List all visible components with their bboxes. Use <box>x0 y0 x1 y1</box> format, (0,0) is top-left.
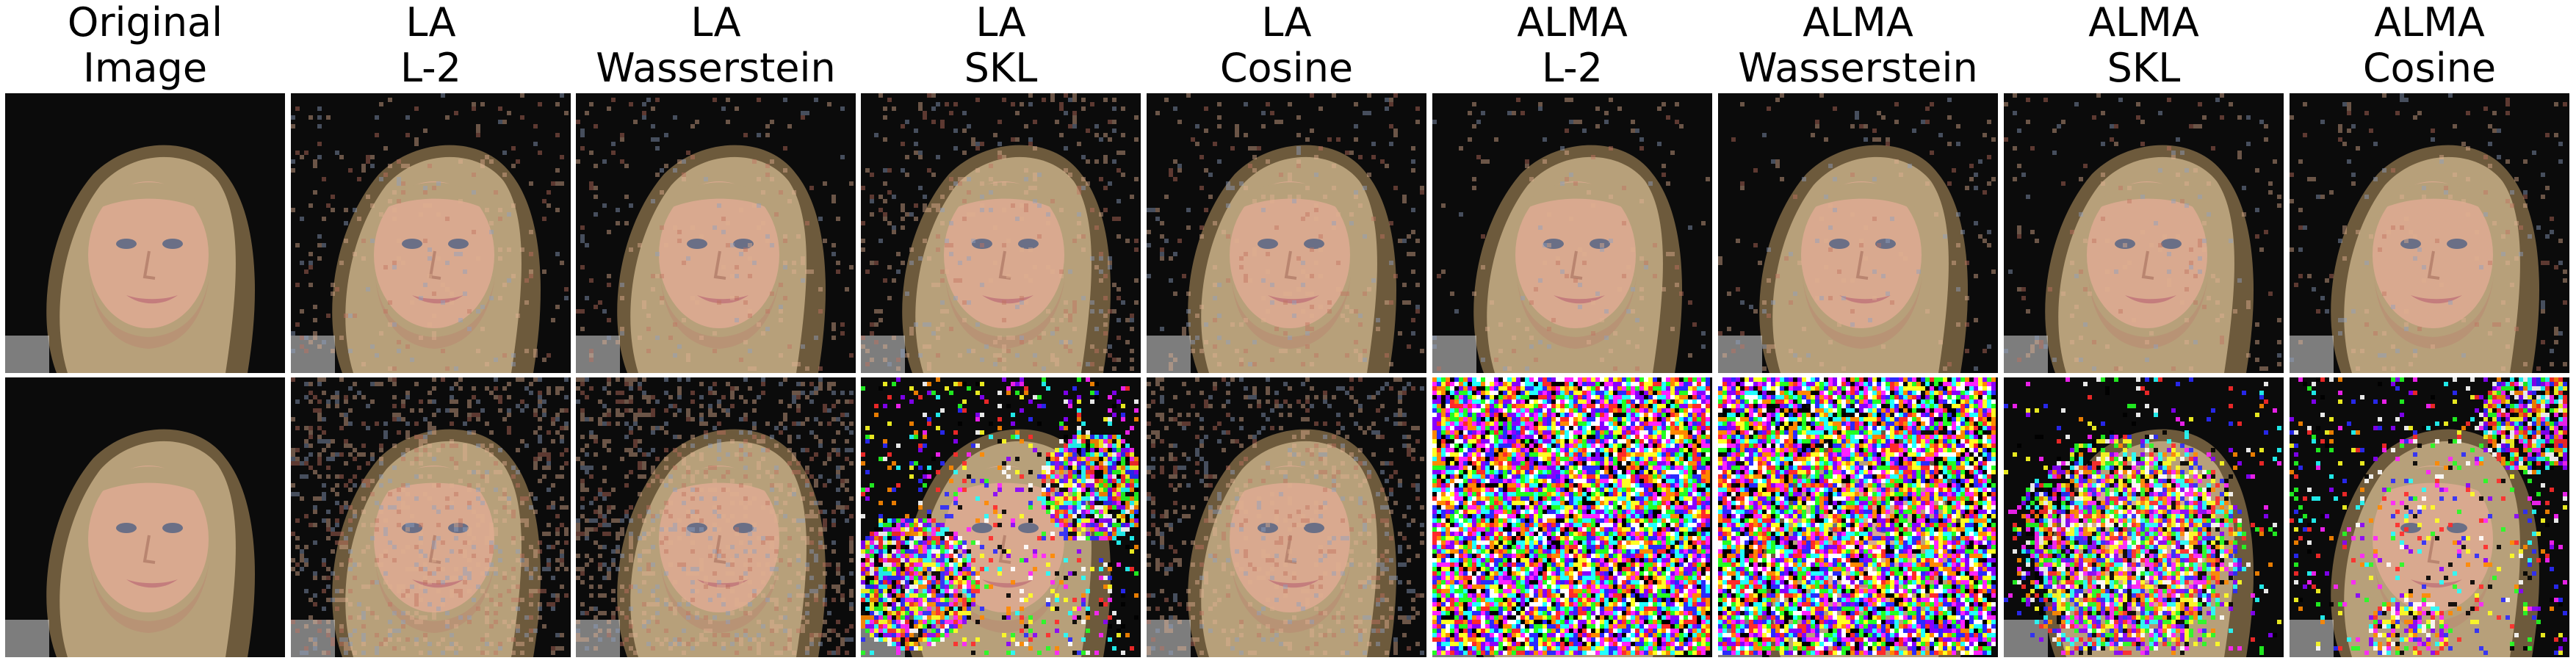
column-title-line1: ALMA <box>1803 0 1913 46</box>
column-title-line1: ALMA <box>2088 0 2199 46</box>
reconstruction-image-attacked <box>1147 377 1426 657</box>
column-title-line1: ALMA <box>2374 0 2485 46</box>
perturbation-noise <box>2004 93 2281 371</box>
column-title: ALMA L-2 <box>1403 0 1742 91</box>
face-portrait <box>1432 93 1712 373</box>
perturbation-noise <box>1718 93 1996 371</box>
reconstruction-image-clean <box>861 93 1141 373</box>
perturbation-noise <box>576 377 854 655</box>
reconstruction-image-clean <box>5 93 285 373</box>
column-title-line2: Cosine <box>1219 45 1354 91</box>
reconstruction-image-attacked <box>1432 377 1712 657</box>
perturbation-noise <box>1432 98 1710 371</box>
column-title-line2: SKL <box>2107 45 2181 91</box>
face-portrait <box>1147 93 1426 373</box>
column-title: ALMA SKL <box>1974 0 2313 91</box>
reconstruction-image-attacked <box>5 377 285 657</box>
reconstruction-image-clean <box>2290 93 2569 373</box>
column-title-line2: Wasserstein <box>596 45 836 91</box>
column-title-line2: Image <box>82 45 208 91</box>
column-title-line2: SKL <box>964 45 1038 91</box>
reconstruction-image-attacked <box>2004 377 2284 657</box>
reconstruction-image-attacked <box>576 377 856 657</box>
reconstruction-image-clean <box>1718 93 1998 373</box>
column-title: LA SKL <box>831 0 1170 91</box>
face-portrait <box>2290 93 2569 373</box>
face-portrait <box>2004 93 2284 373</box>
reconstruction-image-attacked <box>291 377 571 657</box>
reconstruction-image-attacked <box>1718 377 1998 657</box>
column-title-line1: Original <box>67 0 223 46</box>
perturbation-noise <box>1432 377 1710 655</box>
reconstruction-image-clean <box>291 93 571 373</box>
perturbation-noise <box>291 93 569 371</box>
reconstruction-image-attacked <box>2290 377 2569 657</box>
perturbation-noise <box>2290 377 2567 655</box>
perturbation-noise <box>576 98 854 371</box>
column-title-line1: LA <box>405 0 456 46</box>
column-title: ALMA Cosine <box>2260 0 2576 91</box>
perturbation-noise <box>1147 377 1424 655</box>
reconstruction-image-clean <box>576 93 856 373</box>
perturbation-noise <box>2004 377 2281 655</box>
column-title-line2: L-2 <box>1542 45 1603 91</box>
column-title: LA Cosine <box>1117 0 1456 91</box>
perturbation-noise <box>291 377 569 655</box>
face-portrait <box>1147 377 1426 657</box>
perturbation-noise <box>861 93 1139 371</box>
column-title-line2: Wasserstein <box>1738 45 1978 91</box>
column-title: ALMA Wasserstein <box>1689 0 2027 91</box>
face-portrait <box>1718 93 1998 373</box>
column-title: LA L-2 <box>261 0 600 91</box>
column-title-line1: LA <box>975 0 1026 46</box>
reconstruction-image-clean <box>1432 93 1712 373</box>
reconstruction-image-clean <box>1147 93 1426 373</box>
perturbation-noise <box>1718 377 1996 655</box>
perturbation-noise <box>861 377 1139 655</box>
column-title: Original Image <box>0 0 314 91</box>
face-portrait <box>576 377 856 657</box>
perturbation-noise <box>1147 93 1424 371</box>
reconstruction-image-attacked <box>861 377 1141 657</box>
column-title-line1: LA <box>690 0 741 46</box>
column-title: LA Wasserstein <box>546 0 885 91</box>
face-portrait <box>861 93 1141 373</box>
column-title-line2: L-2 <box>400 45 461 91</box>
column-title-line2: Cosine <box>2362 45 2497 91</box>
face-portrait <box>5 377 285 657</box>
face-portrait <box>291 93 571 373</box>
face-portrait <box>5 93 285 373</box>
column-title-line1: ALMA <box>1517 0 1628 46</box>
face-portrait <box>576 93 856 373</box>
reconstruction-image-clean <box>2004 93 2284 373</box>
face-portrait <box>291 377 571 657</box>
column-title-line1: LA <box>1261 0 1312 46</box>
perturbation-noise <box>2290 93 2567 371</box>
